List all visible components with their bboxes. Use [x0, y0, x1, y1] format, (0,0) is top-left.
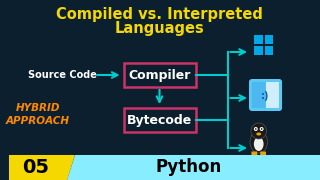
FancyBboxPatch shape	[124, 63, 196, 87]
Circle shape	[260, 127, 264, 131]
Text: 05: 05	[22, 158, 50, 177]
Bar	[254, 35, 263, 44]
Polygon shape	[67, 155, 320, 180]
Circle shape	[261, 128, 262, 130]
Text: Compiler: Compiler	[129, 69, 191, 82]
Ellipse shape	[254, 137, 264, 151]
Text: Bytecode: Bytecode	[127, 114, 193, 127]
Bar	[254, 46, 263, 55]
Text: APPROACH: APPROACH	[6, 116, 70, 126]
FancyBboxPatch shape	[260, 152, 266, 156]
Text: Compiled vs. Interpreted: Compiled vs. Interpreted	[56, 6, 263, 21]
Text: Languages: Languages	[115, 21, 204, 35]
Bar	[266, 82, 279, 108]
Ellipse shape	[256, 132, 261, 136]
Circle shape	[251, 123, 267, 139]
Ellipse shape	[250, 131, 268, 153]
FancyBboxPatch shape	[252, 82, 266, 108]
Circle shape	[254, 127, 258, 131]
Text: Source Code: Source Code	[28, 70, 97, 80]
Bar	[265, 35, 273, 44]
Text: Python: Python	[156, 159, 222, 177]
Polygon shape	[9, 155, 75, 180]
Text: HYBRID: HYBRID	[16, 103, 60, 113]
FancyBboxPatch shape	[252, 152, 257, 156]
FancyBboxPatch shape	[124, 108, 196, 132]
Circle shape	[255, 128, 257, 130]
Bar	[265, 46, 273, 55]
FancyBboxPatch shape	[249, 79, 282, 111]
Text: :): :)	[261, 91, 270, 101]
